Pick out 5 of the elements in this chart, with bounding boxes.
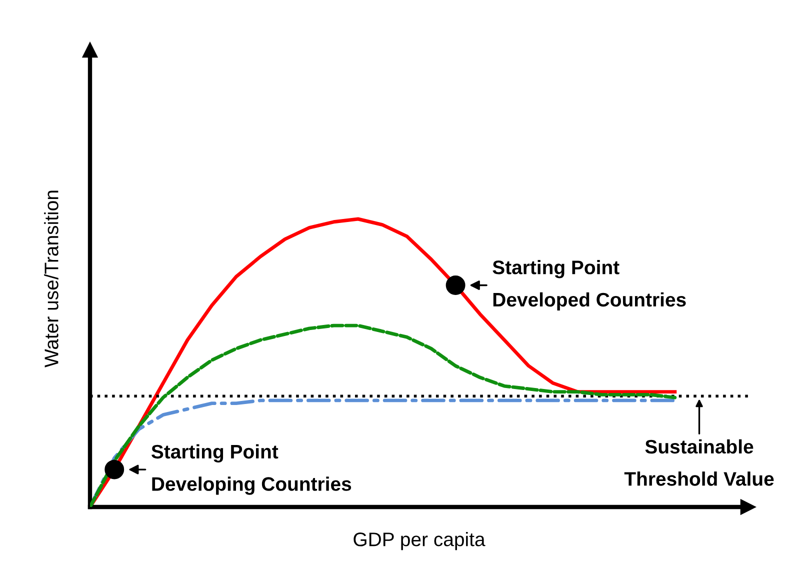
annotation: Starting Point Developed Countries bbox=[492, 260, 686, 310]
annotation: Sustainable Threshold Value bbox=[624, 439, 774, 486]
x-axis-title: GDP per capita bbox=[354, 532, 486, 550]
y-axis-title: Water use/Transition bbox=[44, 190, 58, 368]
annotation: Starting Point Developing Countries bbox=[151, 444, 352, 495]
